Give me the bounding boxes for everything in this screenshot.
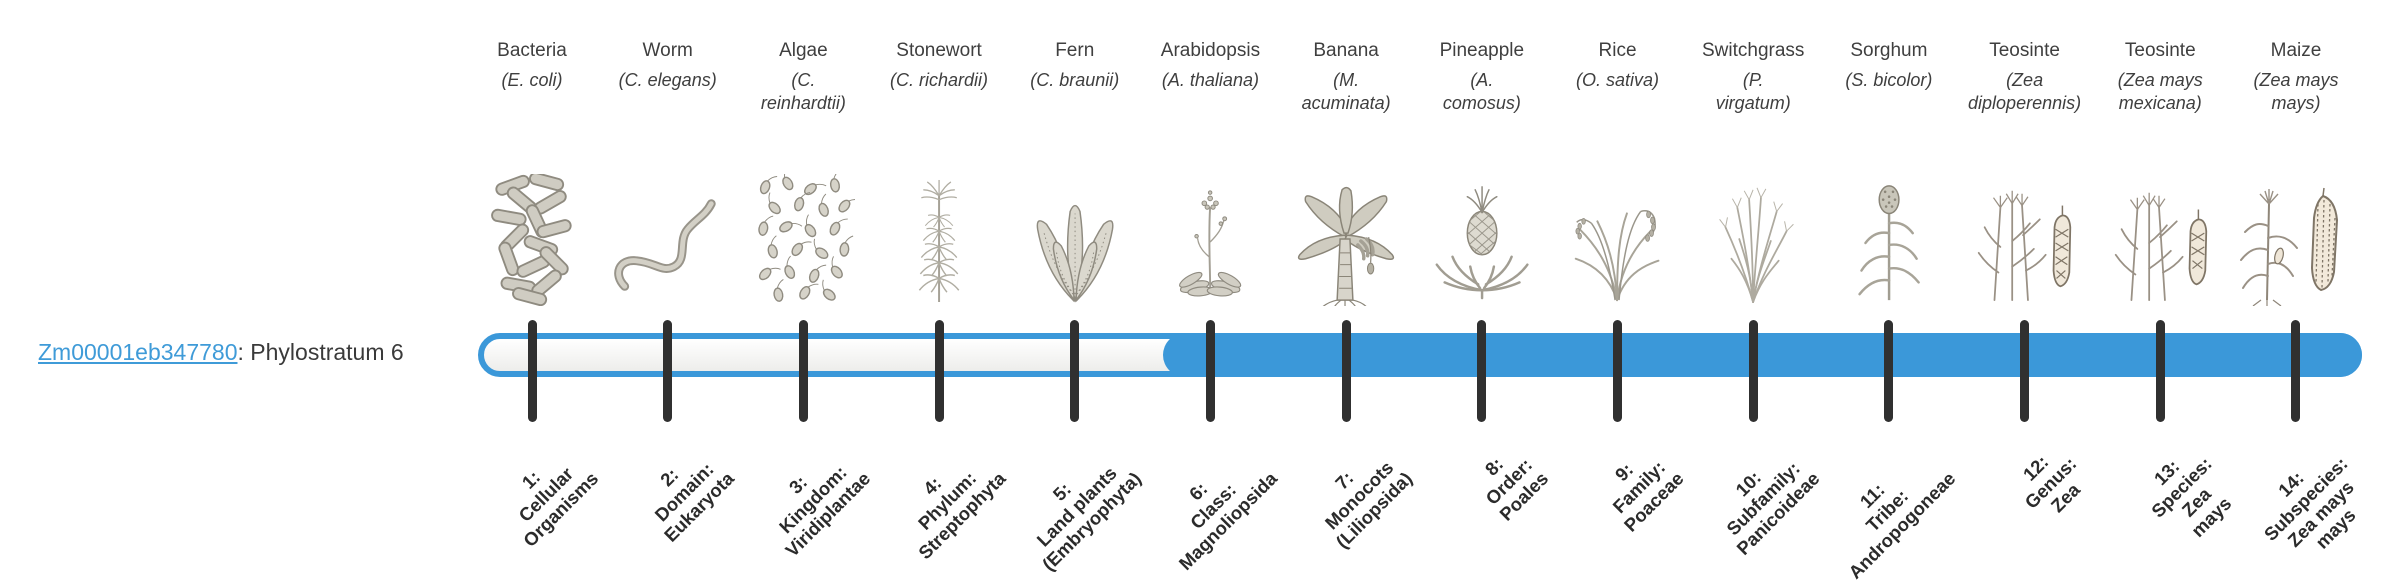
stratum-tick-mark [527, 320, 537, 422]
banana-illustration [1274, 170, 1418, 306]
bacteria-illustration [460, 170, 604, 306]
banana-illustration [1298, 186, 1395, 306]
worm-illustration [596, 170, 740, 306]
stratum-taxon-label: 4: Phylum: Streptophyta [913, 467, 1010, 564]
stratum-taxon-label: 1: Cellular Organisms [514, 463, 603, 552]
organism-name: Bacteria [497, 40, 567, 61]
stratum-tick-mark [1205, 320, 1215, 422]
stratum-tick-mark [1341, 320, 1351, 422]
arabidopsis-illustration [1179, 190, 1242, 297]
algae-illustration [731, 170, 875, 306]
organism-name: Stonewort [896, 40, 982, 61]
teosinte-mexicana-illustration [2115, 192, 2208, 301]
stonewort-illustration [867, 170, 1011, 306]
switchgrass-illustration [1719, 187, 1794, 303]
stratum-tick-mark [1613, 320, 1623, 422]
stratum-taxon-label: 14: Subspecies: Zea mays mays [2259, 452, 2360, 553]
organism-scientific-name: (C. elegans) [618, 70, 717, 90]
stonewort-illustration [918, 179, 960, 303]
organism-name: Rice [1598, 40, 1637, 61]
stratum-taxon-label: 3: Kingdom: Viridiplantae [774, 461, 875, 561]
teosinte-diploperennis-illustration [1977, 190, 2071, 301]
organism-scientific-name: (A. comosus) [1442, 70, 1521, 114]
stratum-tick-mark [934, 320, 944, 422]
organism-scientific-name: (A. thaliana) [1161, 70, 1259, 90]
organism-name: Worm [642, 40, 693, 61]
organism-name: Fern [1055, 40, 1095, 61]
stratum-taxon-label: 6: Class: Magnoliopsida [1174, 467, 1282, 575]
organism-name: Pineapple [1439, 40, 1525, 61]
organism-scientific-name: (P. virgatum) [1715, 70, 1791, 114]
organism-name: Arabidopsis [1160, 40, 1261, 61]
sorghum-illustration [1817, 170, 1961, 306]
teosinte-mexicana-illustration [2088, 170, 2232, 306]
stratum-taxon-label: 5: Land plants (Embryophyta) [1032, 462, 1146, 575]
stratum-tick-mark [1070, 320, 1080, 422]
arabidopsis-illustration [1138, 170, 1282, 306]
gene-id-link[interactable]: Zm00001eb347780 [38, 339, 238, 365]
algae-illustration [756, 174, 856, 303]
organism-scientific-name: (C. braunii) [1030, 70, 1120, 90]
bacteria-illustration [490, 174, 572, 306]
organism-name: Teosinte [1989, 40, 2060, 61]
stratum-tick-mark [663, 320, 673, 422]
worm-illustration [613, 199, 716, 291]
organism-name: Teosinte [2124, 40, 2196, 61]
stratum-tick-mark [1884, 320, 1894, 422]
pineapple-illustration [1410, 170, 1554, 306]
organism-name: Switchgrass [1701, 40, 1805, 61]
stratum-taxon-label: 10: Subfamily: Panicoideae [1722, 457, 1824, 560]
gene-label: Zm00001eb347780: Phylostratum 6 [38, 339, 404, 366]
organism-scientific-name: (M. acuminata) [1301, 70, 1391, 114]
pineapple-illustration [1435, 186, 1529, 300]
sorghum-illustration [1858, 185, 1920, 301]
organism-name: Sorghum [1850, 40, 1928, 61]
organism-scientific-name: (C. richardii) [890, 70, 989, 90]
organism-scientific-name: (C. reinhardtii) [760, 70, 846, 114]
maize-illustration [2224, 170, 2368, 306]
stratum-taxon-label: 13: Species: Zea mays [2147, 452, 2236, 542]
fern-illustration [1003, 170, 1147, 306]
stratum-tick-mark [2155, 320, 2165, 422]
stratum-tick-mark [798, 320, 808, 422]
teosinte-diploperennis-illustration [1953, 170, 2097, 306]
organism-scientific-name: (O. sativa) [1576, 70, 1660, 90]
organism-name: Algae [779, 40, 828, 61]
organism-scientific-name: (Zea mays mays) [2253, 70, 2339, 114]
stratum-tick-mark [1748, 320, 1758, 422]
stratum-tick-mark [1477, 320, 1487, 422]
stratum-taxon-label: 2: Domain: Eukaryota [650, 458, 739, 546]
stratum-taxon-label: 9: Family: Poaceae [1608, 456, 1689, 536]
rice-illustration [1575, 210, 1660, 302]
gene-annotation-text: : Phylostratum 6 [237, 339, 404, 365]
organism-name: Banana [1313, 40, 1379, 61]
organism-name: Maize [2270, 40, 2322, 61]
stratum-tick-mark [2291, 320, 2301, 422]
stratum-tick-mark [2020, 320, 2030, 422]
maize-illustration [2239, 187, 2338, 306]
stratum-taxon-label: 7: Monocots (Liliopsida) [1321, 456, 1417, 553]
organism-scientific-name: (E. coli) [501, 70, 563, 90]
organism-scientific-name: (S. bicolor) [1845, 70, 1933, 90]
stratum-taxon-label: 12: Genus: Zea [2018, 451, 2084, 517]
stratum-taxon-label: 8: Order: Poales [1480, 453, 1553, 525]
organism-scientific-name: (Zea mays mexicana) [2117, 70, 2203, 114]
fern-illustration [1036, 204, 1114, 303]
rice-illustration [1546, 170, 1690, 306]
switchgrass-illustration [1681, 170, 1825, 306]
organism-scientific-name: (Zea diploperennis) [1968, 70, 2082, 114]
stratum-taxon-label: 11: Tribe: Andropogoneae [1844, 467, 1960, 580]
